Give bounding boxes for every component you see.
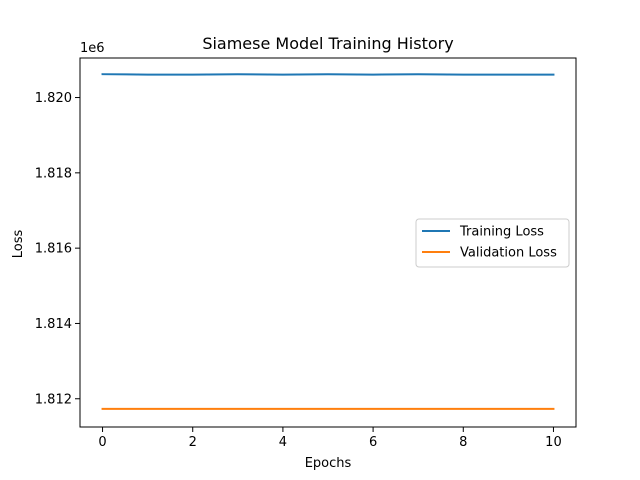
- y-tick-label: 1.818: [35, 166, 72, 181]
- legend: Training Loss Validation Loss: [415, 218, 570, 268]
- plot-area: [79, 57, 577, 428]
- x-axis-label: Epochs: [305, 456, 352, 471]
- legend-box: [415, 218, 570, 268]
- y-tick-label: 1.816: [35, 242, 72, 257]
- legend-label: Training Loss: [459, 225, 544, 240]
- x-tick-label: 10: [545, 435, 562, 450]
- y-tick-label: 1.812: [35, 392, 72, 407]
- plot-frame: [79, 57, 577, 428]
- y-tick-label: 1.814: [35, 317, 72, 332]
- x-tick-label: 2: [189, 435, 197, 450]
- x-tick-label: 8: [459, 435, 467, 450]
- x-axis: 0 2 4 6 8 10: [98, 427, 562, 450]
- y-axis-label: Loss: [11, 230, 26, 259]
- chart-title: Siamese Model Training History: [202, 34, 453, 53]
- x-tick-label: 6: [369, 435, 377, 450]
- x-tick-label: 4: [279, 435, 287, 450]
- legend-label: Validation Loss: [460, 246, 557, 261]
- y-offset-label: 1e6: [80, 41, 105, 56]
- y-tick-label: 1.820: [35, 91, 72, 106]
- y-axis: 1.812 1.814 1.816 1.818 1.820: [35, 91, 80, 407]
- x-tick-label: 0: [98, 435, 106, 450]
- series-layer: [101, 73, 555, 410]
